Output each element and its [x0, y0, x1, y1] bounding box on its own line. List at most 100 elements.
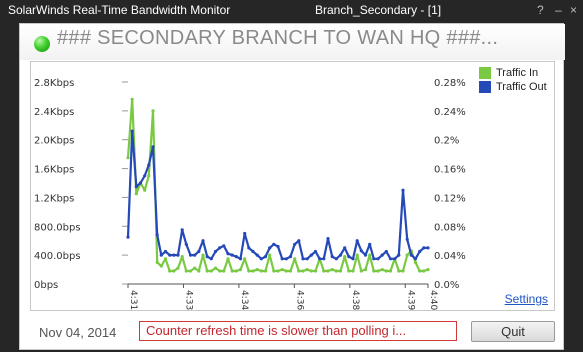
- traffic-in-point: [247, 269, 251, 273]
- traffic-in-point: [143, 188, 147, 192]
- traffic-out-point: [388, 257, 393, 261]
- x-tick-label: 4:31:30 PM: [128, 290, 138, 310]
- traffic-in-point: [305, 268, 309, 272]
- node-title: Branch_Secondary - [1]: [315, 3, 442, 17]
- traffic-in-point: [201, 253, 205, 257]
- traffic-in-point: [334, 269, 338, 273]
- traffic-out-point: [201, 239, 205, 243]
- traffic-in-point: [338, 269, 343, 273]
- traffic-out-point: [301, 257, 305, 261]
- traffic-out-point: [318, 257, 322, 261]
- traffic-in-point: [422, 269, 426, 273]
- traffic-in-point: [380, 268, 384, 272]
- traffic-in-point: [263, 269, 268, 273]
- traffic-in-point: [418, 269, 422, 273]
- traffic-out-point: [218, 246, 222, 250]
- y-right-tick-label: 0.04%: [434, 251, 466, 262]
- minimize-icon[interactable]: –: [555, 3, 562, 17]
- traffic-out-point: [393, 257, 397, 261]
- traffic-out-point: [263, 255, 268, 259]
- traffic-in-point: [293, 257, 297, 261]
- traffic-in-point: [309, 269, 313, 273]
- traffic-in-point: [234, 269, 238, 273]
- traffic-out-point: [205, 255, 209, 259]
- traffic-out-point: [134, 185, 138, 189]
- y-right-tick-label: 0.0%: [434, 280, 459, 291]
- chart-canvas: 0bps 0.0% 400.0bps 0.04% 800.0bps 0.08% 1.2Kbp…: [34, 78, 466, 310]
- traffic-out-point: [372, 257, 376, 261]
- traffic-out-point: [159, 253, 163, 257]
- traffic-in-point: [238, 268, 243, 272]
- traffic-in-point: [313, 269, 318, 273]
- traffic-out-point: [184, 242, 188, 246]
- traffic-out-point: [143, 174, 147, 178]
- traffic-out-point: [255, 253, 259, 257]
- traffic-out-swatch-icon: [479, 81, 491, 93]
- traffic-out-point: [322, 257, 326, 261]
- traffic-in-point: [343, 255, 347, 259]
- traffic-in-point: [151, 109, 155, 113]
- traffic-out-point: [209, 257, 213, 261]
- traffic-in-point: [401, 269, 405, 273]
- traffic-out-point: [409, 253, 413, 257]
- traffic-in-point: [355, 253, 359, 257]
- traffic-in-point: [184, 269, 188, 273]
- traffic-out-point: [126, 235, 130, 239]
- traffic-out-point: [413, 257, 418, 261]
- traffic-in-point: [405, 253, 409, 257]
- traffic-out-point: [418, 249, 422, 254]
- quit-button[interactable]: Quit: [471, 321, 555, 342]
- green-status-dot-icon: [34, 36, 50, 52]
- traffic-in-point: [259, 269, 263, 273]
- traffic-out-point: [384, 249, 388, 254]
- traffic-out-point: [288, 255, 293, 259]
- close-icon[interactable]: ×: [570, 3, 578, 17]
- traffic-in-point: [426, 268, 430, 272]
- traffic-in-point: [388, 269, 393, 273]
- traffic-out-point: [343, 246, 347, 250]
- traffic-in-point: [384, 269, 388, 273]
- traffic-out-point: [338, 253, 343, 257]
- traffic-out-point: [397, 253, 401, 257]
- app-title: SolarWinds Real-Time Bandwidth Monitor: [8, 3, 231, 17]
- traffic-out-point: [376, 257, 380, 261]
- settings-link[interactable]: Settings: [504, 292, 548, 306]
- y-left-tick-label: 0bps: [34, 280, 58, 291]
- x-tick-label: 4:38:10 PM: [350, 290, 360, 310]
- traffic-in-point: [297, 269, 301, 273]
- traffic-out-point: [284, 257, 288, 261]
- traffic-in-point: [268, 253, 272, 257]
- traffic-in-point: [363, 268, 368, 272]
- traffic-out-point: [168, 253, 172, 257]
- traffic-in-point: [168, 269, 172, 273]
- traffic-in-point: [163, 257, 168, 261]
- traffic-out-point: [251, 249, 255, 254]
- traffic-in-swatch-icon: [479, 67, 491, 79]
- traffic-in-point: [251, 269, 255, 273]
- traffic-out-point: [401, 188, 405, 192]
- traffic-in-point: [272, 269, 276, 273]
- y-right-tick-label: 0.08%: [434, 222, 466, 233]
- traffic-out-point: [188, 253, 193, 257]
- help-icon[interactable]: ?: [537, 3, 544, 17]
- y-right-tick-label: 0.12%: [434, 193, 466, 204]
- traffic-out-point: [422, 246, 426, 250]
- traffic-in-point: [301, 269, 305, 273]
- traffic-in-point: [255, 268, 259, 272]
- traffic-in-point: [205, 269, 209, 273]
- x-tick-label: 4:40:31 PM: [428, 290, 438, 310]
- traffic-out-point: [330, 255, 334, 259]
- title-bar[interactable]: SolarWinds Real-Time Bandwidth Monitor B…: [0, 0, 583, 20]
- traffic-out-point: [243, 231, 247, 236]
- traffic-out-point: [259, 257, 263, 261]
- y-left-tick-label: 2.0Kbps: [34, 136, 74, 147]
- traffic-out-point: [363, 253, 368, 257]
- traffic-in-point: [326, 269, 330, 273]
- traffic-in-point: [322, 269, 326, 273]
- traffic-out-point: [213, 249, 218, 254]
- traffic-out-point: [313, 249, 318, 254]
- traffic-out-point: [147, 163, 151, 167]
- y-left-tick-label: 800.0bps: [34, 222, 81, 233]
- traffic-out-point: [155, 233, 159, 237]
